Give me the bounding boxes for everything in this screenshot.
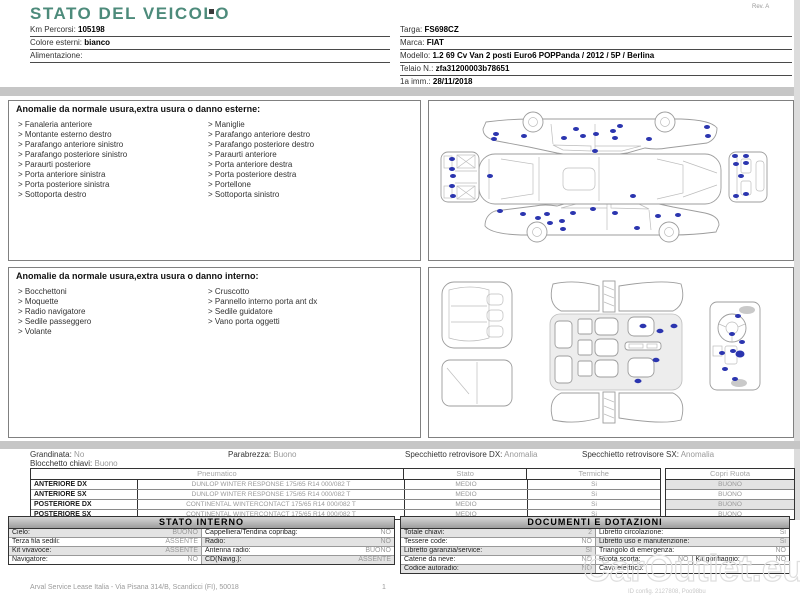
anomaly-item: Parafango posteriore destro <box>208 140 408 150</box>
field-modello: Modello: 1.2 69 Cv Van 2 posti Euro6 POP… <box>400 50 792 63</box>
page-edge-strip <box>794 0 800 520</box>
exterior-anomalies-right-list: Maniglie Parafango anteriore destro Para… <box>208 120 408 200</box>
table-row: Tessere code: NO Libretto uso e manutenzi… <box>401 537 789 546</box>
summary-grandinata: Grandinata: No <box>30 450 85 459</box>
table-row: Cielo: BUONO Cappelliera/Tendina copribag… <box>9 529 394 537</box>
anomaly-item: Radio navigatore <box>18 307 203 317</box>
tire-row: ANTERIORE SX DUNLOP WINTER RESPONSE 175/… <box>31 489 660 499</box>
interior-diagram-panel <box>428 267 794 438</box>
copri-ruota-header: Copri Ruota <box>666 469 794 480</box>
anomaly-item: Portellone <box>208 180 408 190</box>
exterior-diagram-panel <box>428 100 794 261</box>
exterior-anomalies-left-list: Fanaleria anteriore Montante esterno des… <box>18 120 203 200</box>
anomaly-item: Porta anteriore destra <box>208 160 408 170</box>
documenti-header: DOCUMENTI E DOTAZIONI <box>401 517 789 529</box>
summary-specchietto-dx: Specchietto retrovisore DX: Anomalia <box>405 450 538 459</box>
page-number: 1 <box>382 584 386 591</box>
table-row: Libretto garanzia/service: SI Triangolo d… <box>401 546 789 555</box>
anomaly-item: Paraurti anteriore <box>208 150 408 160</box>
footer-company: Arval Service Lease Italia - Via Pisana … <box>30 584 239 591</box>
table-row: Kit vivavoce: ASSENTE Antenna radio: BUONO <box>9 546 394 555</box>
title-square-icon <box>209 9 214 14</box>
field-targa: Targa: FS698CZ <box>400 24 792 37</box>
anomaly-item: Bocchettoni <box>18 287 203 297</box>
table-row: Navigatore: NO CD(Navig.): ASSENTE <box>9 555 394 564</box>
anomaly-item: Montante esterno destro <box>18 130 203 140</box>
copri-ruota-cell: BUONO <box>666 489 794 499</box>
anomaly-item: Maniglie <box>208 120 408 130</box>
stato-interno-table: STATO INTERNO Cielo: BUONO Cappelliera/Te… <box>8 516 395 565</box>
divider-bar <box>0 441 800 449</box>
revision-label: Rev. A <box>752 4 770 10</box>
anomaly-item: Porta posteriore destra <box>208 170 408 180</box>
interior-anomalies-title: Anomalie da normale usura,extra usura o … <box>16 271 259 281</box>
summary-specchietto-sx: Specchietto retrovisore SX: Anomalia <box>582 450 715 459</box>
copri-ruota-cell: BUONO <box>666 499 794 509</box>
page-title: STATO DEL VEICOLO <box>30 4 230 23</box>
stato-interno-header: STATO INTERNO <box>9 517 394 529</box>
copri-ruota-table: Copri Ruota BUONO BUONO BUONO BUONO <box>665 468 795 520</box>
tire-row: POSTERIORE DX CONTINENTAL WINTERCONTACT … <box>31 499 660 509</box>
interior-damage-diagram <box>441 280 761 424</box>
copri-ruota-cell: BUONO <box>666 509 794 519</box>
anomaly-item: Sedile passeggero <box>18 317 203 327</box>
tire-row: ANTERIORE DX DUNLOP WINTER RESPONSE 175/… <box>31 480 660 489</box>
exterior-damage-markers <box>449 124 749 231</box>
table-row: Codice autoradio: NO Cavo elettrico: <box>401 564 789 573</box>
field-alimentazione: Alimentazione: <box>30 50 390 63</box>
interior-anomalies-right-list: Cruscotto Pannello interno porta ant dx … <box>208 287 408 327</box>
anomaly-item: Moquette <box>18 297 203 307</box>
field-telaio: Telaio N.: zfa31200003b78651 <box>400 63 792 76</box>
anomaly-item: Porta anteriore sinistra <box>18 170 203 180</box>
anomaly-item: Sottoporta sinistro <box>208 190 408 200</box>
tire-row: POSTERIORE SX CONTINENTAL WINTERCONTACT … <box>31 509 660 519</box>
table-row: Catene da neve: NO Ruota scorta: NO Kit go… <box>401 555 789 564</box>
divider-bar <box>0 87 800 96</box>
field-marca: Marca: FIAT <box>400 37 792 50</box>
interior-anomalies-left-list: Bocchettoni Moquette Radio navigatore Se… <box>18 287 203 337</box>
anomaly-item: Sottoporta destro <box>18 190 203 200</box>
anomaly-item: Parafango posteriore sinistro <box>18 150 203 160</box>
anomaly-item: Sedile guidatore <box>208 307 408 317</box>
anomaly-item: Parafango anteriore sinistro <box>18 140 203 150</box>
table-row: Totale chiavi: 2 Libretto circolazione: Si <box>401 529 789 537</box>
tires-table-header: Pneumatico Stato Termiche <box>31 469 660 480</box>
exterior-anomalies-title: Anomalie da normale usura,extra usura o … <box>16 104 261 114</box>
watermark-id-line: ID config. 2127808, Poo98bu <box>628 589 706 595</box>
anomaly-item: Paraurti posteriore <box>18 160 203 170</box>
anomaly-item: Pannello interno porta ant dx <box>208 297 408 307</box>
anomaly-item: Vano porta oggetti <box>208 317 408 327</box>
anomaly-item: Cruscotto <box>208 287 408 297</box>
anomaly-item: Porta posteriore sinistra <box>18 180 203 190</box>
anomaly-item: Parafango anteriore destro <box>208 130 408 140</box>
summary-blocchetto-chiavi: Blocchetto chiavi: Buono <box>30 459 118 468</box>
table-row: Terza fila sedili: ASSENTE Radio: NO <box>9 537 394 546</box>
anomaly-item: Fanaleria anteriore <box>18 120 203 130</box>
copri-ruota-cell: BUONO <box>666 480 794 489</box>
documenti-table: DOCUMENTI E DOTAZIONI Totale chiavi: 2 Li… <box>400 516 790 574</box>
exterior-damage-diagram <box>440 111 768 243</box>
field-km-percorsi: Km Percorsi: 105198 <box>30 24 390 37</box>
tires-table: Pneumatico Stato Termiche ANTERIORE DX D… <box>30 468 661 520</box>
summary-parabrezza: Parabrezza: Buono <box>228 450 297 459</box>
anomaly-item: Volante <box>18 327 203 337</box>
interior-damage-markers <box>634 314 745 384</box>
field-colore-esterni: Colore esterni: bianco <box>30 37 390 50</box>
